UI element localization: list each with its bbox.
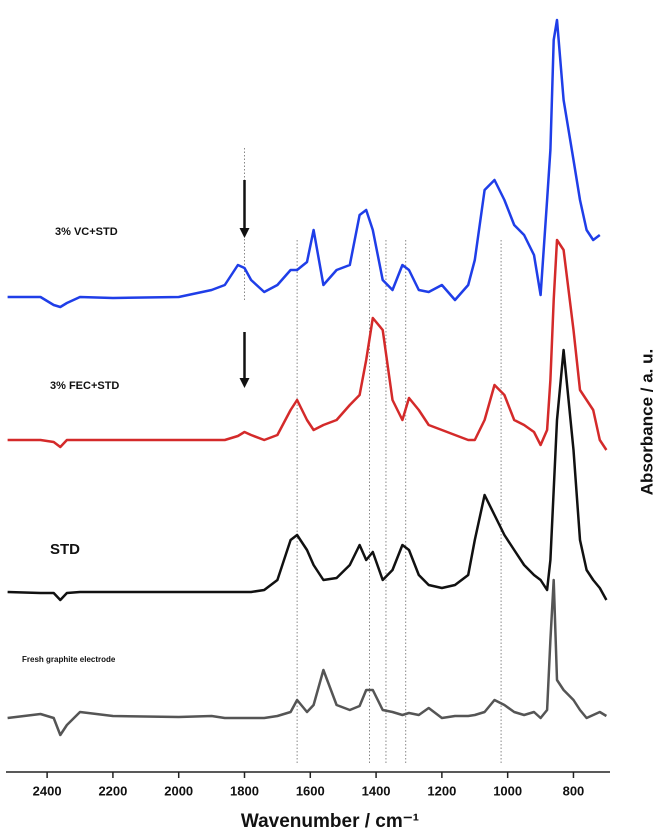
spectrum-line	[7, 238, 608, 451]
series-label: Fresh graphite electrode	[22, 655, 116, 664]
x-tick-label: 2400	[33, 783, 62, 798]
x-tick-label: 1600	[296, 783, 325, 798]
x-axis-label: Wavenumber / cm⁻¹	[241, 811, 419, 832]
x-tick-label: 1200	[427, 783, 456, 798]
x-tick-label: 1800	[230, 783, 259, 798]
series-label: STD	[50, 541, 80, 558]
spectrum-line	[7, 18, 601, 309]
series-label: 3% FEC+STD	[50, 380, 119, 392]
spectrum-line	[7, 348, 608, 602]
series-label: 3% VC+STD	[55, 226, 118, 238]
y-axis-label: Absorbance / a. u.	[637, 349, 656, 495]
spectrum-line	[7, 578, 608, 737]
x-tick-label: 2000	[164, 783, 193, 798]
arrow-head	[239, 228, 250, 238]
x-tick-label: 1400	[362, 783, 391, 798]
x-tick-label: 1000	[493, 783, 522, 798]
x-tick-label: 2200	[98, 783, 127, 798]
arrow-head	[239, 378, 250, 388]
x-tick-label: 800	[563, 783, 585, 798]
